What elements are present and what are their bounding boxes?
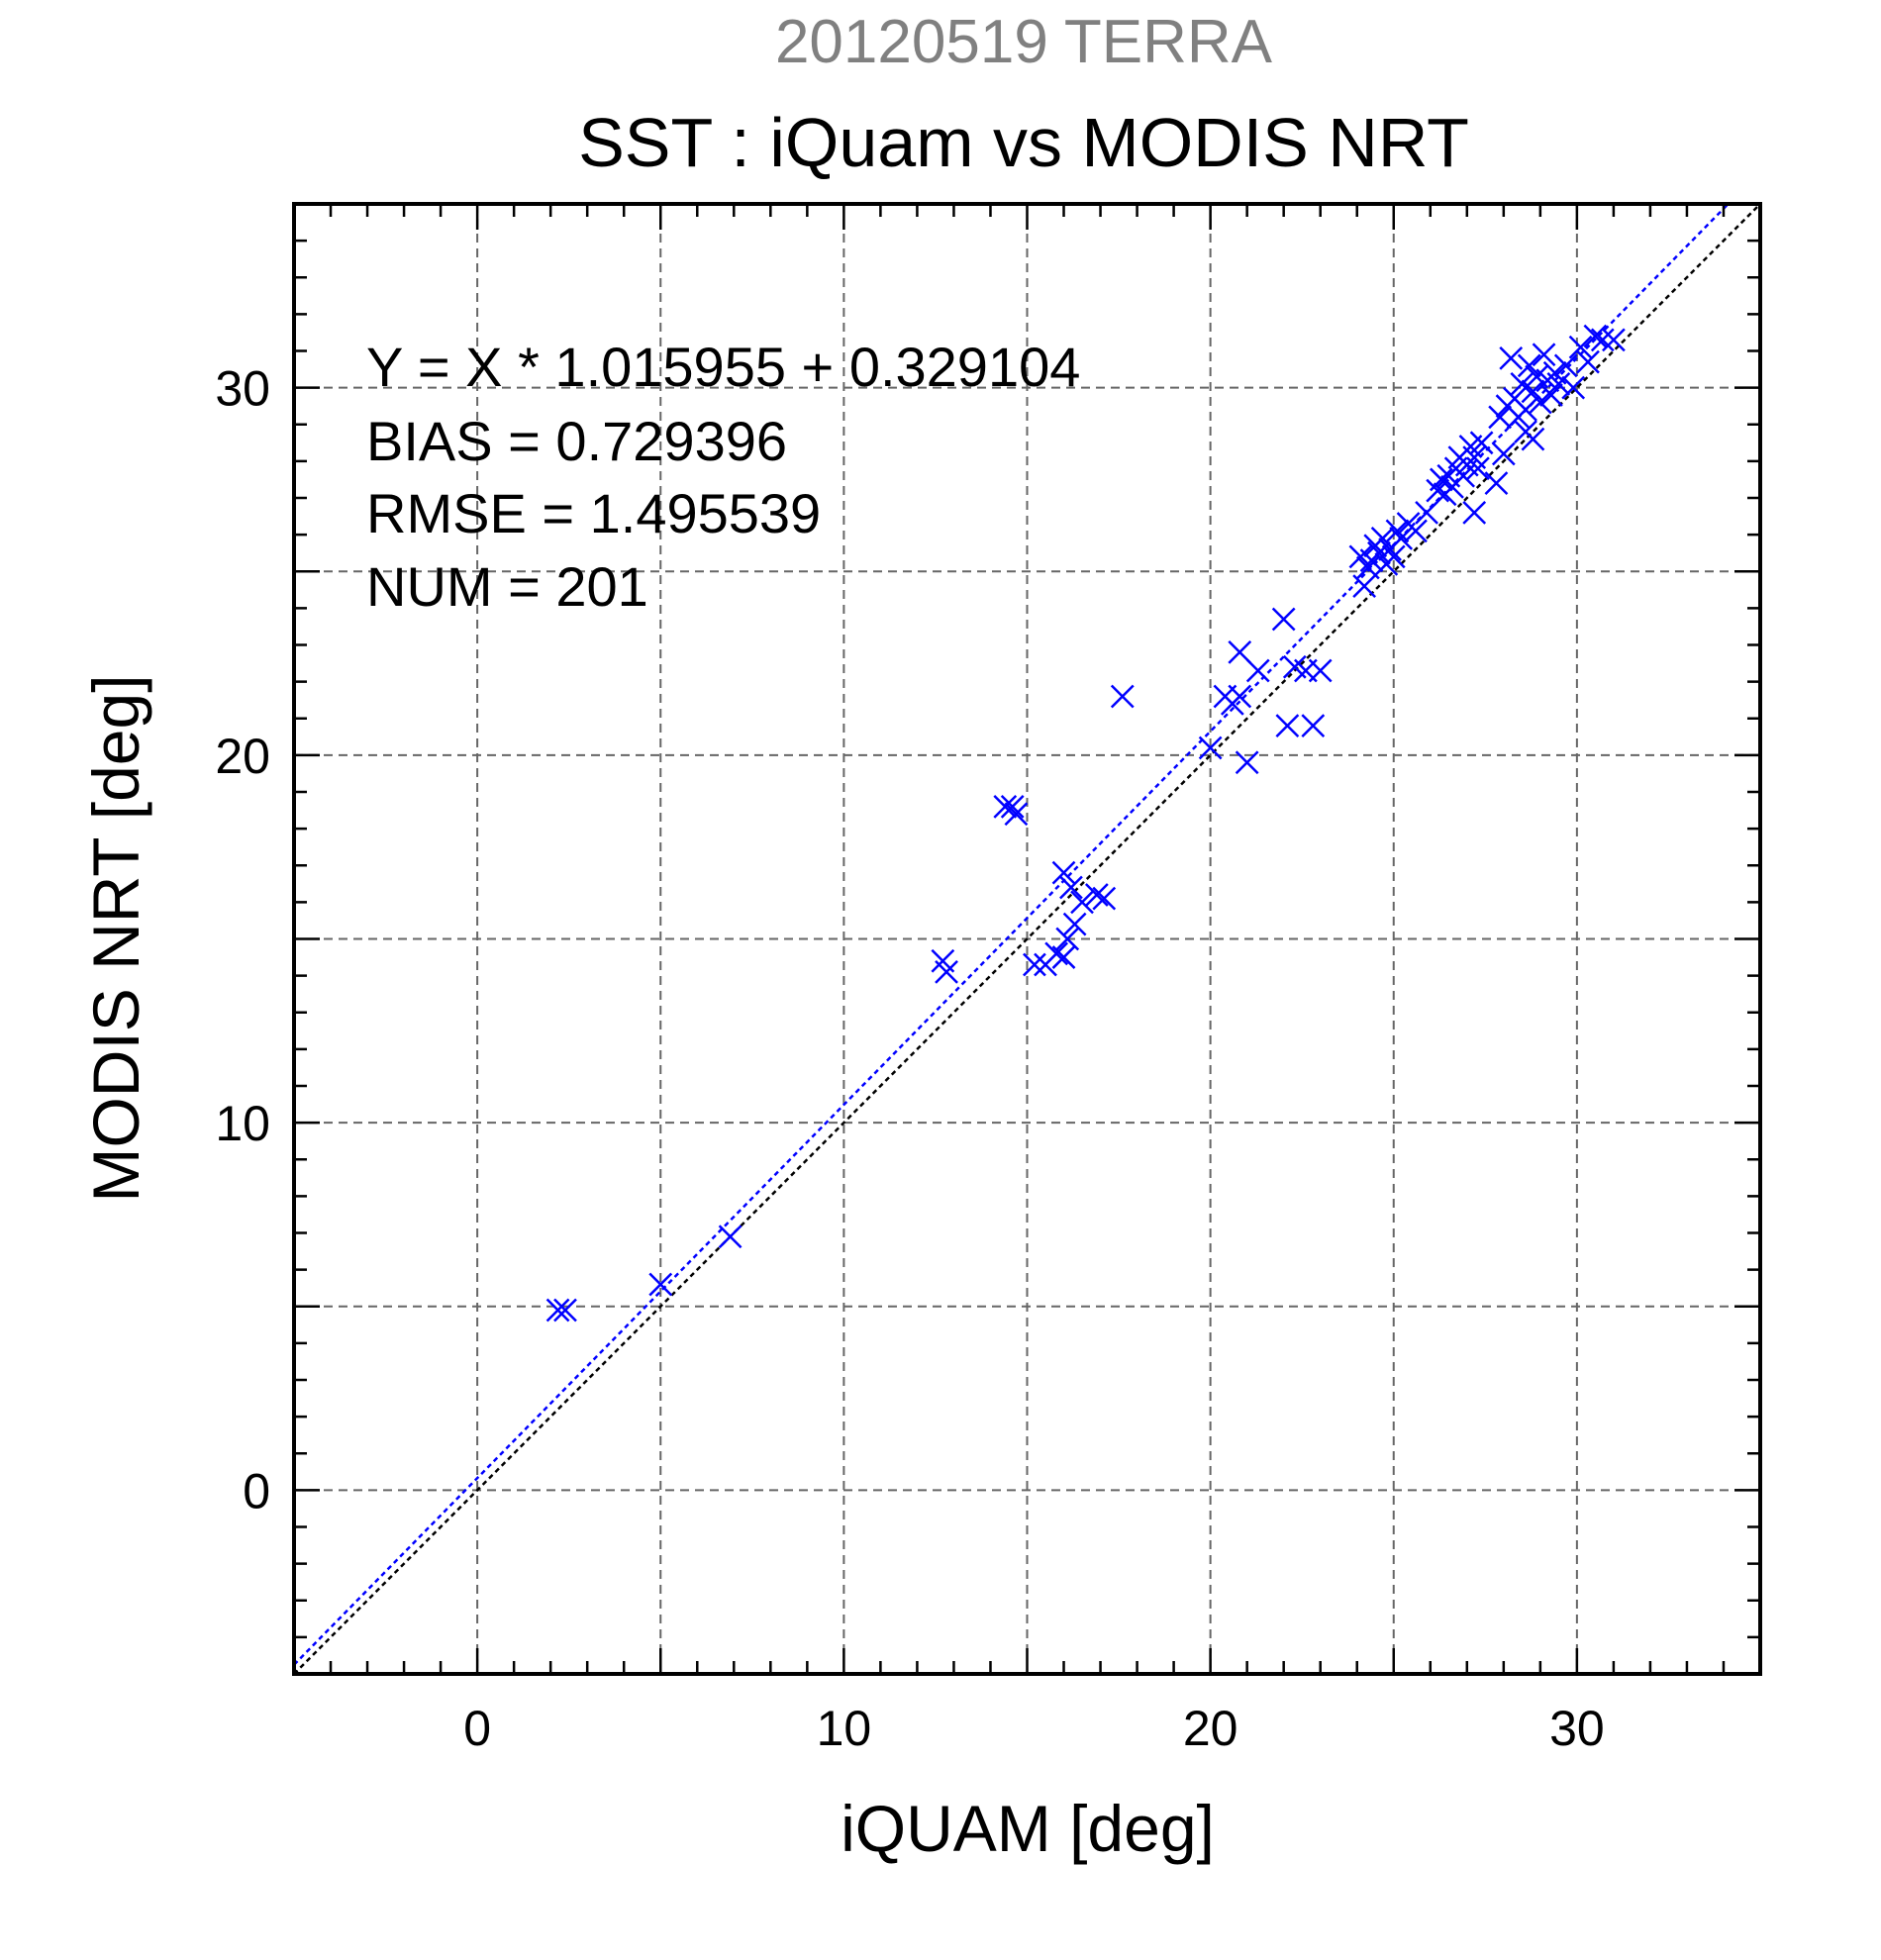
data-point (1385, 519, 1410, 543)
data-point (1062, 912, 1087, 936)
data-point (1228, 640, 1252, 664)
data-point (1051, 945, 1076, 969)
data-point (1000, 794, 1025, 819)
data-point (1466, 456, 1490, 481)
data-point (1308, 658, 1333, 683)
data-point (1051, 860, 1076, 885)
data-point (1084, 883, 1109, 907)
data-point (1070, 890, 1094, 915)
reference-lines (293, 203, 1761, 1675)
y-tick-label: 30 (215, 361, 270, 417)
data-point (935, 960, 958, 984)
data-point (1532, 343, 1556, 367)
axis-ticks (294, 204, 1760, 1674)
x-tick-label: 20 (1183, 1701, 1238, 1756)
data-point (1370, 526, 1395, 550)
data-point (1517, 353, 1541, 378)
x-tick-label: 30 (1549, 1701, 1605, 1756)
data-point (1539, 383, 1563, 407)
data-point (1092, 886, 1117, 911)
data-point (1488, 405, 1513, 430)
data-point (1553, 353, 1578, 378)
data-point (1528, 390, 1552, 415)
data-point (1484, 471, 1509, 496)
plot-frame (292, 202, 1762, 1676)
grid-lines (294, 204, 1760, 1674)
x-tick-label: 10 (817, 1701, 872, 1756)
data-point (1514, 398, 1537, 422)
data-point (1381, 544, 1406, 569)
y-tick-labels: 0 10 20 30 (215, 361, 270, 1519)
data-point (1521, 379, 1545, 404)
x-tick-labels: 0 10 20 30 (463, 1701, 1604, 1756)
data-point (1235, 750, 1259, 775)
y-tick-label: 20 (215, 729, 270, 784)
data-point (1352, 574, 1377, 598)
data-point (1355, 555, 1380, 580)
data-point (1462, 500, 1487, 525)
data-point (1510, 372, 1534, 396)
data-point (1198, 735, 1223, 760)
data-point (1583, 324, 1608, 348)
data-point (1044, 941, 1069, 966)
data-points (545, 324, 1626, 1323)
y-axis-label: MODIS NRT [deg] (79, 674, 152, 1202)
data-point (1602, 328, 1626, 352)
data-point (1561, 375, 1586, 400)
data-point (1228, 684, 1252, 709)
data-point (1245, 658, 1270, 683)
data-point (718, 1225, 742, 1249)
stat-rmse: RMSE = 1.495539 (366, 482, 821, 544)
data-point (1110, 684, 1135, 709)
data-point (1275, 714, 1300, 738)
data-point (1576, 349, 1600, 374)
x-axis-label: iQUAM [deg] (841, 1792, 1215, 1865)
data-point (1271, 607, 1296, 632)
data-point (1055, 927, 1080, 951)
data-point (648, 1272, 673, 1297)
data-point (1059, 875, 1083, 900)
stat-num: NUM = 201 (366, 555, 648, 618)
data-point (1415, 500, 1438, 525)
data-point (553, 1298, 577, 1323)
stat-bias: BIAS = 0.729396 (366, 410, 787, 472)
data-point (993, 794, 1018, 819)
x-tick-label: 0 (463, 1701, 491, 1756)
identity-line (293, 203, 1761, 1675)
y-tick-label: 0 (243, 1463, 270, 1519)
data-point (1004, 802, 1029, 827)
y-tick-label: 10 (215, 1096, 270, 1151)
data-point (1429, 467, 1453, 492)
regression-line (293, 203, 1730, 1666)
data-point (1499, 346, 1524, 370)
data-point (1491, 441, 1516, 466)
data-point (1568, 335, 1593, 359)
data-point (1023, 952, 1046, 977)
data-point (545, 1298, 570, 1323)
data-point (1521, 427, 1545, 451)
data-point (1546, 372, 1571, 396)
data-point (1469, 431, 1494, 455)
data-point (1301, 714, 1326, 738)
data-point (1404, 519, 1428, 543)
data-point (1590, 328, 1615, 352)
stat-fit-equation: Y = X * 1.015955 + 0.329104 (366, 336, 1080, 398)
stats-box: Y = X * 1.015955 + 0.329104 BIAS = 0.729… (366, 336, 1080, 618)
chart-title: SST : iQuam vs MODIS NRT (578, 104, 1469, 181)
chart-supertitle: 20120519 TERRA (775, 8, 1273, 76)
data-point (1389, 526, 1414, 550)
